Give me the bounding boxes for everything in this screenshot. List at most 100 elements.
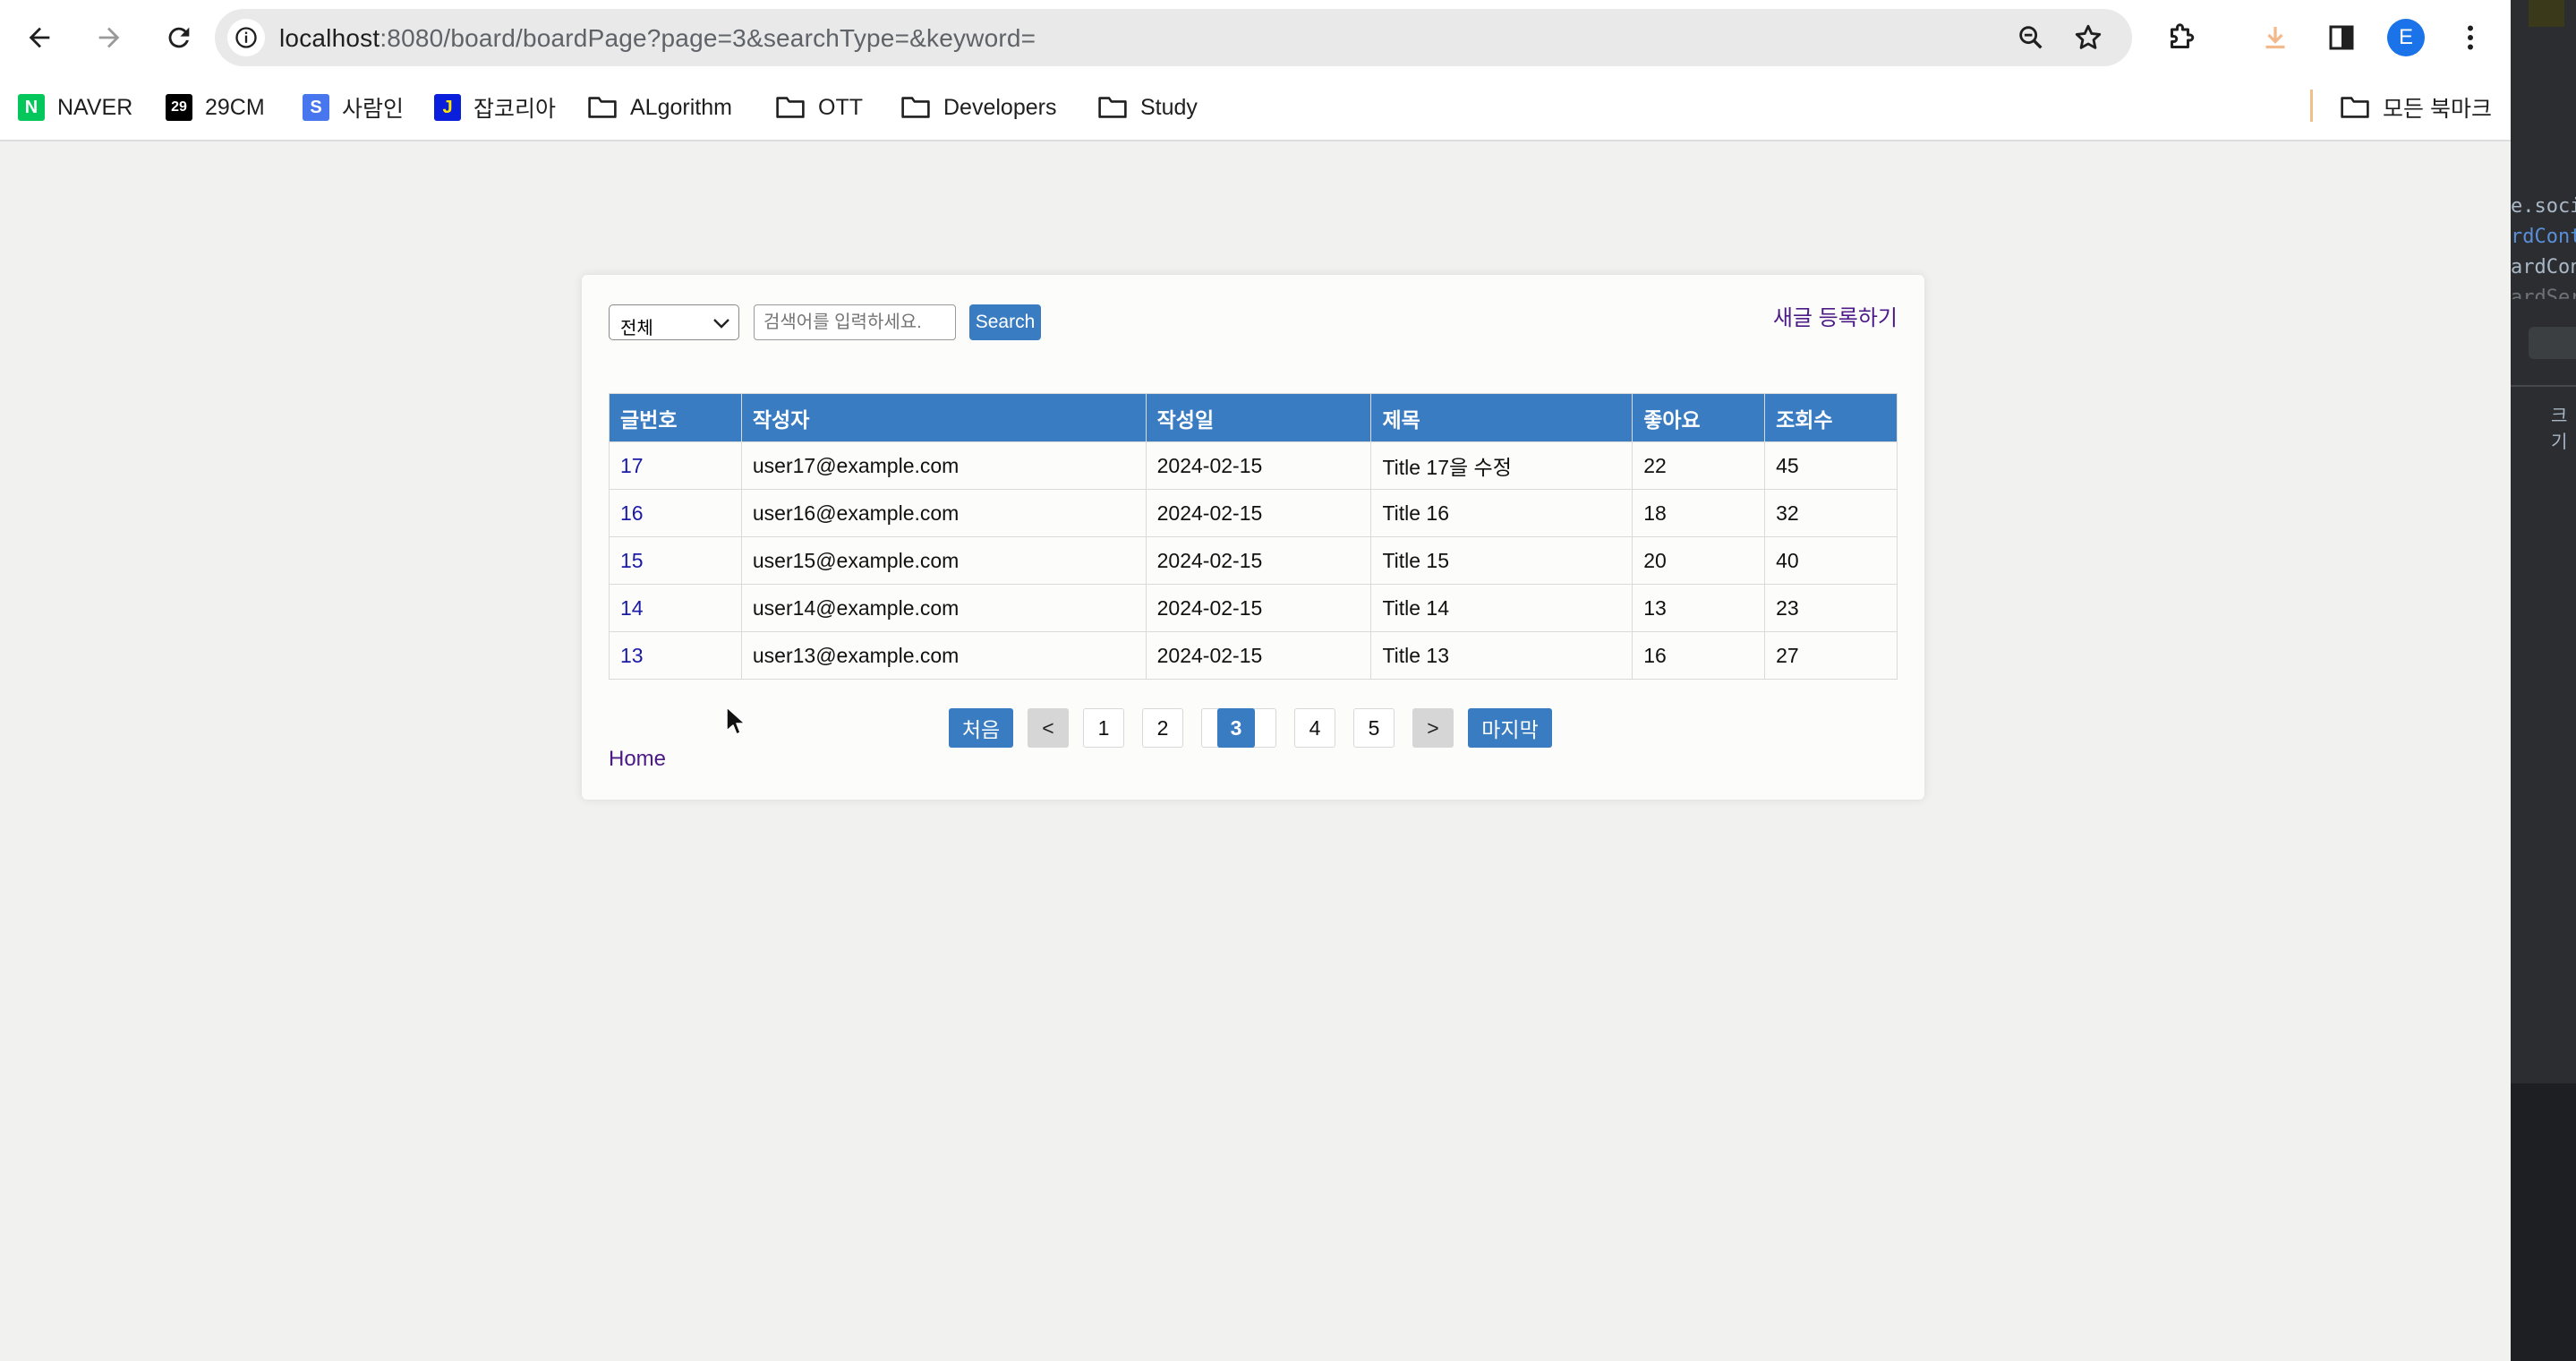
bookmark-saramin[interactable]: S 사람인: [303, 91, 404, 124]
page-button-4[interactable]: 4: [1294, 708, 1335, 748]
code-line: ardSer: [2511, 287, 2576, 299]
site-info-button[interactable]: [227, 19, 265, 56]
reload-button[interactable]: [158, 16, 200, 59]
column-header-likes: 좋아요: [1632, 393, 1766, 442]
list-icon[interactable]: [2529, 327, 2576, 359]
post-number-link[interactable]: 14: [609, 584, 742, 632]
next-page-button[interactable]: >: [1412, 708, 1454, 748]
cell-title: Title 16: [1370, 489, 1633, 537]
search-type-select[interactable]: 전체: [609, 304, 739, 340]
bookmark-folder-ott[interactable]: OTT: [775, 91, 863, 124]
cell-writer: user16@example.com: [740, 489, 1147, 537]
last-page-button[interactable]: 마지막: [1468, 708, 1552, 748]
bookmark-29cm[interactable]: 29 29CM: [166, 91, 265, 124]
bookmark-star-button[interactable]: [2071, 21, 2105, 55]
bookmark-folder-algorithm[interactable]: ALgorithm: [587, 91, 732, 124]
bookmarks-separator: [2310, 90, 2313, 122]
more-vertical-icon: [2468, 25, 2473, 50]
search-type-value: 전체: [620, 319, 653, 338]
jobkorea-icon: J: [434, 94, 461, 121]
bookmark-label: 사람인: [342, 97, 405, 122]
folder-icon: [587, 94, 618, 121]
forward-arrow-icon: [98, 27, 120, 48]
cell-title: Title 13: [1370, 631, 1633, 680]
search-input[interactable]: 검색어를 입력하세요.: [754, 304, 956, 340]
first-page-button[interactable]: 처음: [949, 708, 1013, 748]
code-line: ardCon: [2511, 256, 2576, 278]
divider: [2511, 385, 2576, 387]
page-button-1[interactable]: 1: [1083, 708, 1124, 748]
folder-icon: [2340, 94, 2370, 121]
page-button-5[interactable]: 5: [1353, 708, 1395, 748]
menu-button[interactable]: [2451, 18, 2490, 57]
search-button[interactable]: Search: [969, 304, 1041, 340]
table-row: 13 user13@example.com 2024-02-15 Title 1…: [609, 631, 1898, 680]
cell-writer: user15@example.com: [740, 536, 1147, 585]
forward-button[interactable]: [88, 16, 131, 59]
home-link[interactable]: Home: [609, 747, 667, 771]
side-panel-icon: [2329, 25, 2354, 50]
folder-icon: [900, 94, 931, 121]
page-button-3-current[interactable]: 3: [1217, 708, 1255, 748]
column-header-writer: 작성자: [740, 393, 1147, 442]
puzzle-icon: [2171, 23, 2195, 48]
zoom-icon: [2019, 26, 2043, 49]
download-icon: [2265, 27, 2285, 49]
bookmark-label: OTT: [818, 94, 863, 120]
naver-icon: N: [18, 94, 45, 121]
side-panel-button[interactable]: [2322, 18, 2361, 57]
post-number-link[interactable]: 13: [609, 631, 742, 680]
bookmark-folder-developers[interactable]: Developers: [900, 91, 1056, 124]
cell-likes: 18: [1632, 489, 1766, 537]
bookmark-label: 29CM: [205, 94, 265, 120]
page-button-2[interactable]: 2: [1142, 708, 1183, 748]
cell-views: 32: [1764, 489, 1898, 537]
extensions-button[interactable]: [2162, 18, 2201, 57]
post-number-link[interactable]: 15: [609, 536, 742, 585]
bookmark-label: 모든 북마크: [2383, 97, 2492, 122]
all-bookmarks-folder[interactable]: 모든 북마크: [2340, 91, 2492, 124]
folder-icon: [775, 94, 806, 121]
column-header-date: 작성일: [1145, 393, 1372, 442]
post-number-link[interactable]: 16: [609, 489, 742, 537]
browser-toolbar: localhost:8080/board/boardPage?page=3&se…: [0, 0, 2511, 75]
cell-date: 2024-02-15: [1145, 536, 1372, 585]
code-line: rdCont: [2511, 226, 2576, 248]
cell-title: Title 14: [1370, 584, 1633, 632]
cell-title: Title 15: [1370, 536, 1633, 585]
profile-avatar[interactable]: E: [2387, 19, 2425, 56]
cell-likes: 20: [1632, 536, 1766, 585]
cell-title: Title 17을 수정: [1370, 441, 1633, 490]
cell-likes: 13: [1632, 584, 1766, 632]
side-label: 크기: [2551, 407, 2568, 452]
cell-views: 27: [1764, 631, 1898, 680]
bookmark-label: Developers: [943, 94, 1057, 120]
chevron-down-icon: [713, 319, 729, 329]
bookmark-label: 잡코리아: [473, 97, 557, 122]
ide-tab-fragment: [2529, 0, 2564, 27]
code-line: e.socia: [2511, 195, 2576, 218]
address-bar[interactable]: localhost:8080/board/boardPage?page=3&se…: [215, 9, 2132, 66]
post-number-link[interactable]: 17: [609, 441, 742, 490]
new-post-link[interactable]: 새글 등록하기: [1772, 306, 1898, 330]
download-button[interactable]: [2256, 18, 2295, 57]
browser-window: localhost:8080/board/boardPage?page=3&se…: [0, 0, 2511, 800]
pagination: 처음 < 1 2 3 4 5 > 마지막: [949, 708, 1557, 749]
bookmark-naver[interactable]: N NAVER: [18, 91, 132, 124]
bookmark-folder-study[interactable]: Study: [1097, 91, 1198, 124]
29cm-icon: 29: [166, 94, 192, 121]
url-text: localhost:8080/board/boardPage?page=3&se…: [279, 24, 1036, 52]
back-button[interactable]: [18, 16, 61, 59]
table-row: 16 user16@example.com 2024-02-15 Title 1…: [609, 489, 1898, 537]
board-table: 글번호 작성자 작성일 제목 좋아요 조회수 17 user17@example…: [609, 393, 1898, 680]
cell-writer: user14@example.com: [740, 584, 1147, 632]
cell-views: 23: [1764, 584, 1898, 632]
prev-page-button[interactable]: <: [1028, 708, 1069, 748]
side-ide-window: e.socia rdCont ardCon ardSer 크기: [2511, 0, 2576, 1361]
mouse-cursor-icon: [726, 706, 745, 735]
info-icon: [235, 27, 257, 48]
bookmark-jobkorea[interactable]: J 잡코리아: [434, 91, 556, 124]
table-header-row: 글번호 작성자 작성일 제목 좋아요 조회수: [609, 393, 1898, 442]
cell-date: 2024-02-15: [1145, 631, 1372, 680]
zoom-button[interactable]: [2014, 21, 2048, 55]
